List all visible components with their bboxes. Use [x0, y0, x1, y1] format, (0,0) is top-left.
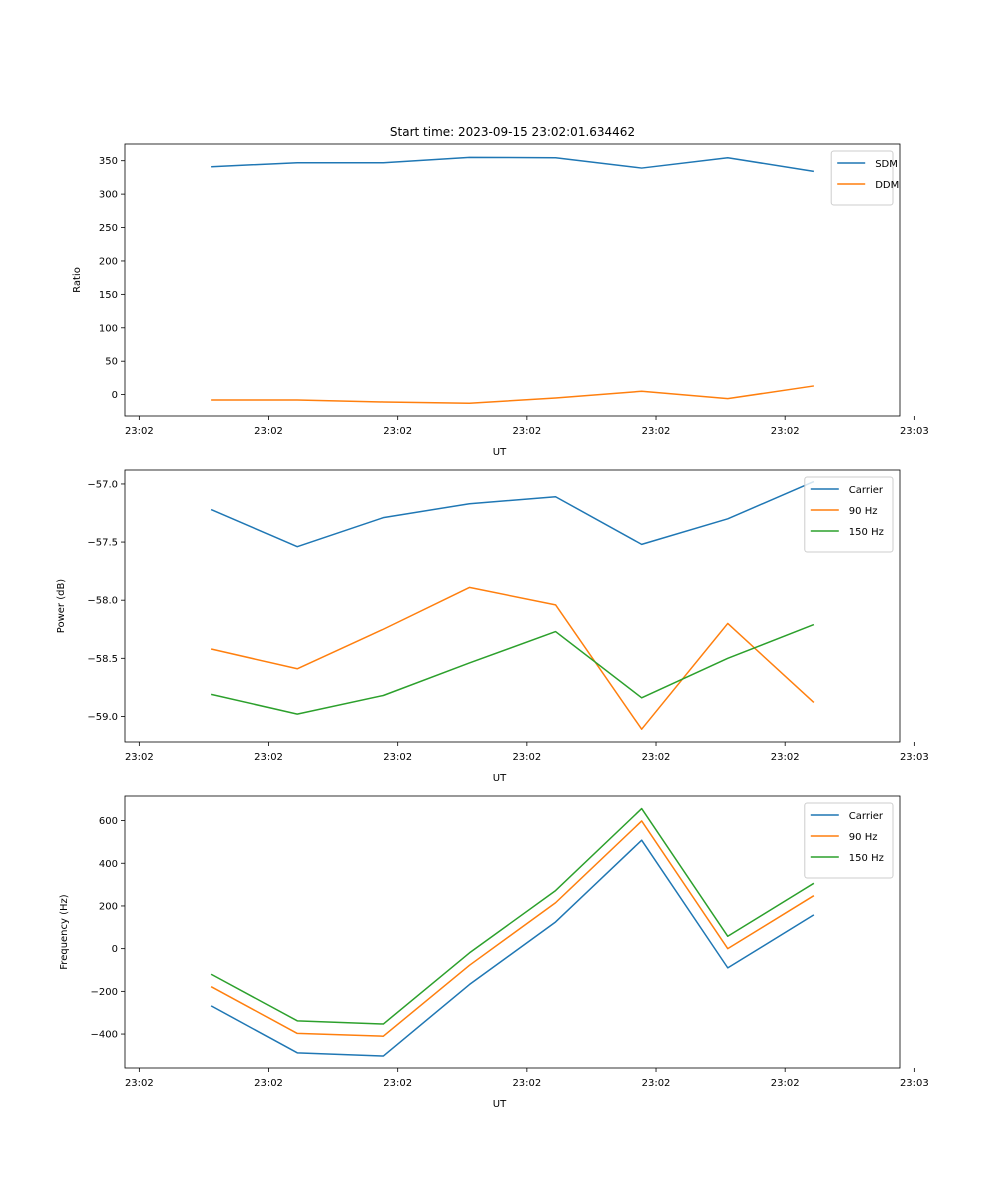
x-tick-label: 23:02 [642, 426, 671, 437]
subplot-1: Start time: 2023-09-15 23:02:01.634462 23… [72, 125, 929, 458]
x-tick-label: 23:02 [771, 1078, 800, 1089]
legend-label: 150 Hz [849, 527, 884, 538]
x-tick-label: 23:02 [642, 1078, 671, 1089]
series-line-sdm [211, 156, 815, 173]
chart-panels: Start time: 2023-09-15 23:02:01.634462 23… [56, 125, 929, 1110]
x-tick-label: 23:02 [512, 1078, 541, 1089]
y-tick-label: 0 [112, 390, 118, 401]
x-tick-label: 23:02 [383, 1078, 412, 1089]
series-line-carrier [210, 839, 815, 1057]
y-tick-label: 400 [99, 859, 118, 870]
x-tick-label: 23:02 [383, 426, 412, 437]
series-line-90-hz [210, 586, 815, 730]
x-tick-label: 23:03 [900, 426, 929, 437]
x-axis-label: UT [493, 773, 507, 784]
y-tick-label: −57.5 [87, 538, 118, 549]
y-axis-label: Ratio [72, 267, 83, 293]
subplot-2: 23:02 23:02 23:02 23:02 23:02 23:02 23:03 −59.0… [56, 469, 929, 784]
x-tick-label: 23:02 [254, 426, 283, 437]
legend: SDM DDM [830, 150, 899, 206]
x-tick-label: 23:02 [642, 752, 671, 763]
y-tick-label: −59.0 [87, 712, 118, 723]
series-line-150-hz [210, 807, 815, 1025]
x-tick-label: 23:02 [125, 1078, 154, 1089]
y-tick-label: −200 [91, 987, 118, 998]
x-tick-label: 23:03 [900, 752, 929, 763]
series-line-ddm [211, 385, 814, 405]
series-line-90-hz [210, 820, 815, 1037]
chart-title: Start time: 2023-09-15 23:02:01.634462 [390, 125, 635, 139]
axes-frame [124, 795, 901, 1069]
legend-label: Carrier [849, 485, 884, 496]
legend-label: Carrier [849, 811, 884, 822]
x-tick-label: 23:03 [900, 1078, 929, 1089]
x-axis-label: UT [493, 447, 507, 458]
legend: Carrier 90 Hz 150 Hz [804, 476, 894, 553]
series-line-150-hz [210, 623, 815, 715]
legend-label: 90 Hz [849, 506, 878, 517]
y-axis-label: Power (dB) [56, 579, 67, 634]
x-tick-label: 23:02 [512, 426, 541, 437]
axes-frame [124, 143, 901, 417]
axes-frame [124, 469, 901, 743]
y-tick-label: 300 [99, 190, 118, 201]
y-tick-label: 350 [99, 156, 118, 167]
legend-label: DDM [875, 180, 899, 191]
y-axis-label: Frequency (Hz) [59, 894, 70, 970]
series-line-carrier [210, 480, 815, 548]
y-tick-label: 0 [112, 944, 118, 955]
x-tick-label: 23:02 [771, 752, 800, 763]
legend-label: SDM [875, 159, 898, 170]
subplot-3: 23:02 23:02 23:02 23:02 23:02 23:02 23:03 −400 −… [59, 795, 929, 1110]
y-tick-label: −400 [91, 1030, 118, 1041]
legend-box [804, 802, 894, 879]
x-tick-label: 23:02 [125, 426, 154, 437]
x-tick-label: 23:02 [383, 752, 412, 763]
y-tick-label: −58.0 [87, 596, 118, 607]
y-tick-label: 50 [105, 357, 118, 368]
y-tick-label: 150 [99, 290, 118, 301]
x-tick-label: 23:02 [254, 752, 283, 763]
y-tick-label: 100 [99, 323, 118, 334]
y-tick-label: −57.0 [87, 479, 118, 490]
x-tick-label: 23:02 [512, 752, 541, 763]
legend-label: 150 Hz [849, 853, 884, 864]
x-tick-label: 23:02 [254, 1078, 283, 1089]
legend: Carrier 90 Hz 150 Hz [804, 802, 894, 879]
x-tick-label: 23:02 [125, 752, 154, 763]
x-axis-label: UT [493, 1099, 507, 1110]
legend-box [804, 476, 894, 553]
legend-box [830, 150, 894, 206]
y-tick-label: 600 [99, 816, 118, 827]
y-tick-label: 200 [99, 256, 118, 267]
x-tick-label: 23:02 [771, 426, 800, 437]
y-tick-label: 200 [99, 901, 118, 912]
y-tick-label: 250 [99, 223, 118, 234]
legend-label: 90 Hz [849, 832, 878, 843]
y-tick-label: −58.5 [87, 654, 118, 665]
